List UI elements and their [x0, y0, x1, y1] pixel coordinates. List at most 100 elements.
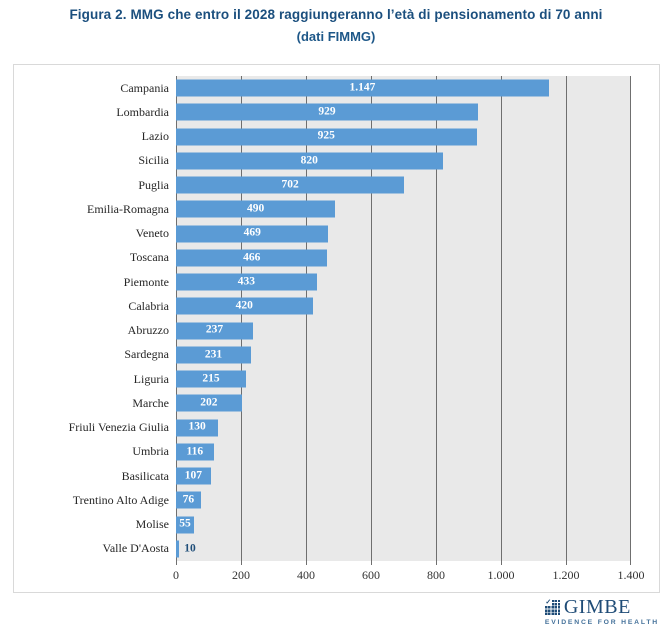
gridline [501, 76, 502, 561]
bar-value-label: 929 [318, 105, 336, 118]
chart-container: Campania 1.147 Lombardia 929 Lazio 925 Sicilia… [13, 64, 660, 593]
bar-value-label: 925 [317, 129, 335, 142]
bar-value-label: 116 [186, 445, 204, 458]
gimbe-checkerboard-icon: ✓ [544, 599, 561, 615]
axis-tick-label: 600 [362, 568, 380, 582]
bar-value-label: 231 [204, 348, 223, 361]
bar-value-label: 130 [188, 420, 206, 433]
axis-tick-label: 1.200 [552, 568, 580, 582]
category-label: Lombardia [116, 104, 169, 119]
bar-value-label: 820 [300, 154, 318, 167]
axis-tick [501, 561, 502, 565]
category-label: Piemonte [123, 274, 169, 289]
bar-value-label: 215 [202, 372, 220, 385]
bar-value-label: 433 [237, 275, 255, 288]
category-label: Veneto [135, 226, 169, 241]
bar-track: 469 [176, 222, 631, 246]
category-label: Marche [132, 395, 169, 410]
gimbe-logo-text: GIMBE [563, 596, 631, 618]
bar-value-label: 420 [235, 299, 253, 312]
bar: 1.147 [176, 79, 549, 97]
gridline [566, 76, 567, 561]
bar-track: 929 [176, 100, 631, 124]
bar: 420 [176, 297, 313, 315]
bar-track: 76 [176, 488, 631, 512]
bar: 469 [176, 225, 329, 243]
bar-row: Umbria 116 [14, 440, 631, 464]
bar-track: 55 [176, 513, 631, 537]
x-axis-labels: 0 200 400 600 800 1.000 1.200 1.400 [173, 568, 645, 583]
bar-track: 466 [176, 246, 631, 270]
category-label: Liguria [133, 371, 169, 386]
axis-tick [630, 561, 631, 565]
bar-track: 433 [176, 270, 631, 294]
gridline [176, 76, 177, 561]
figure-title: Figura 2. MMG che entro il 2028 raggiung… [69, 7, 603, 22]
bar: 490 [176, 200, 336, 218]
bar-track: 237 [176, 319, 631, 343]
bar-row: Piemonte 433 [14, 270, 631, 294]
bar: 130 [176, 419, 219, 437]
bar-track: 116 [176, 440, 631, 464]
category-label: Trentino Alto Adige [72, 492, 169, 507]
bar-rows: Campania 1.147 Lombardia 929 Lazio 925 Sicilia… [14, 76, 631, 561]
bar [176, 540, 180, 558]
bar-row: Sardegna 231 [14, 343, 631, 367]
bar-row: Lazio 925 [14, 125, 631, 149]
axis-tick-label: 400 [297, 568, 315, 582]
bar: 702 [176, 176, 405, 194]
category-label: Friuli Venezia Giulia [68, 420, 169, 435]
category-label: Basilicata [121, 468, 169, 483]
category-label: Umbria [132, 444, 169, 459]
bar-track: 1.147 [176, 76, 631, 100]
axis-tick-label: 800 [427, 568, 445, 582]
category-label: Molise [135, 517, 169, 532]
category-label: Abruzzo [127, 323, 169, 338]
bar-value-label: 237 [205, 323, 224, 336]
bar-row: Trentino Alto Adige 76 [14, 488, 631, 512]
axis-tick-label: 1.400 [617, 568, 645, 582]
bar-value-label: 1.147 [349, 81, 376, 94]
bar: 231 [176, 346, 252, 364]
axis-tick-label: 0 [173, 568, 179, 582]
bar-row: Veneto 469 [14, 222, 631, 246]
bar: 925 [176, 128, 477, 146]
bar-value-label: 107 [184, 469, 202, 482]
gridline [371, 76, 372, 561]
bar-track: 702 [176, 173, 631, 197]
category-label: Valle D'Aosta [102, 541, 169, 556]
bar: 116 [176, 443, 214, 461]
gimbe-logo: ✓ GIMBE EVIDENCE FOR HEALTH [544, 596, 659, 626]
bar-value-label: 466 [243, 251, 261, 264]
bar-row: Lombardia 929 [14, 100, 631, 124]
bar: 929 [176, 103, 478, 121]
bar-value-label: 10 [184, 542, 196, 555]
bar-track: 420 [176, 294, 631, 318]
bar: 107 [176, 467, 211, 485]
category-label: Sicilia [138, 153, 169, 168]
bar: 55 [176, 516, 194, 534]
bar-track: 925 [176, 125, 631, 149]
bar-track: 820 [176, 149, 631, 173]
bar-row: Valle D'Aosta 10 [14, 537, 631, 561]
bar-track: 231 [176, 343, 631, 367]
bar-track: 107 [176, 464, 631, 488]
category-label: Puglia [138, 177, 169, 192]
bar-track: 215 [176, 367, 631, 391]
axis-tick [435, 561, 437, 565]
category-label: Calabria [128, 298, 169, 313]
bar-row: Liguria 215 [14, 367, 631, 391]
axis-tick [305, 561, 307, 565]
bar-value-label: 469 [243, 226, 261, 239]
check-icon: ✓ [544, 599, 552, 606]
gridline [240, 76, 242, 561]
bar: 820 [176, 152, 443, 170]
x-axis-ticks [176, 561, 631, 565]
bar: 237 [176, 322, 254, 340]
bar: 466 [176, 249, 328, 267]
category-label: Sardegna [124, 347, 169, 362]
category-label: Campania [120, 80, 169, 95]
bar-row: Friuli Venezia Giulia 130 [14, 416, 631, 440]
bar-row: Campania 1.147 [14, 76, 631, 100]
axis-tick-label: 200 [232, 568, 250, 582]
